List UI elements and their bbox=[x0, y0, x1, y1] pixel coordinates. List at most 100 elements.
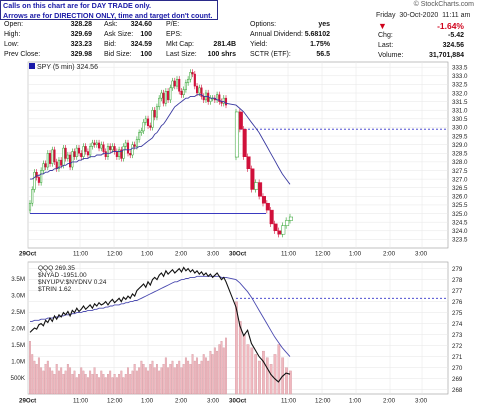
spy-candle-body bbox=[184, 82, 187, 90]
qqq-volume-axis: 500K 1.0M 1.5M 2.0M 2.5M 3.0M 3.5M bbox=[11, 276, 26, 382]
spy-legend: SPY (5 min) 324.56 bbox=[37, 64, 98, 71]
ask-size-value: 100 bbox=[140, 31, 152, 38]
qqq-volume-tick-label: 3.0M bbox=[11, 292, 25, 299]
open-value: 328.28 bbox=[70, 21, 92, 28]
qqq-volume-bar bbox=[133, 364, 136, 395]
qqq-x-tick-label: 1:00 bbox=[349, 398, 362, 405]
qqq-volume-bar bbox=[80, 367, 83, 395]
qqq-x-tick-label: 12:00 bbox=[107, 398, 123, 405]
spy-y-tick-label: 329.5 bbox=[452, 133, 468, 140]
qqq-y-tick-label: 270 bbox=[452, 365, 463, 372]
spy-candle-body bbox=[42, 163, 45, 171]
spy-candle-body bbox=[80, 153, 83, 157]
qqq-volume-bar bbox=[53, 374, 56, 395]
spy-candle-body bbox=[288, 216, 293, 221]
change-label: Chg: bbox=[378, 32, 393, 39]
qqq-volume-bar bbox=[29, 341, 31, 395]
spy-candle-body bbox=[57, 159, 61, 170]
qqq-volume-bar bbox=[158, 370, 161, 395]
qqq-volume-bar bbox=[222, 347, 225, 395]
qqq-x-axis: 29Oct 11:00 12:00 1:00 2:00 3:00 30Oct 11:00 12:… bbox=[19, 398, 428, 405]
spy-candle-body bbox=[246, 156, 251, 170]
spy-candle-body bbox=[35, 171, 38, 178]
spy-candle-body bbox=[124, 142, 127, 147]
spy-y-tick-label: 327.5 bbox=[452, 168, 468, 175]
qqq-volume-bar bbox=[124, 374, 127, 395]
spy-candle-body bbox=[265, 202, 270, 211]
last-size-value: 100 shrs bbox=[207, 51, 236, 58]
day-trade-notice: Calls on this chart are for DAY TRADE on… bbox=[0, 0, 218, 20]
spy-candle-body bbox=[113, 146, 116, 152]
spy-candle-body bbox=[131, 144, 134, 156]
spy-y-tick-label: 325.0 bbox=[452, 211, 468, 218]
spy-y-tick-label: 324.0 bbox=[452, 228, 468, 235]
spy-candle-body bbox=[62, 147, 65, 166]
qqq-volume-bar bbox=[44, 364, 47, 395]
spy-x-tick-label: 3:00 bbox=[415, 251, 428, 258]
spy-candle-body bbox=[37, 177, 40, 183]
spy-y-tick-label: 332.0 bbox=[452, 90, 468, 97]
spy-candle-body bbox=[180, 91, 183, 95]
qqq-volume-tick-label: 1.0M bbox=[11, 358, 25, 365]
bid-size-value: 100 bbox=[140, 51, 152, 58]
spy-candle-body bbox=[122, 146, 125, 159]
spy-candle-body bbox=[104, 151, 107, 157]
spy-x-tick-label: 12:00 bbox=[315, 251, 331, 258]
qqq-volume-bar bbox=[66, 364, 69, 395]
qqq-y-tick-label: 269 bbox=[452, 376, 463, 383]
spy-candle-body bbox=[195, 85, 199, 94]
qqq-volume-bar bbox=[176, 364, 178, 395]
qqq-volume-bar bbox=[200, 360, 203, 395]
spy-x-tick-label: 11:00 bbox=[281, 251, 297, 258]
annual-dividend-value: 5.68102 bbox=[304, 31, 330, 38]
spy-candle-body bbox=[209, 97, 212, 102]
qqq-legend-line-4: $TRIN 1.62 bbox=[38, 286, 72, 293]
options-label: Options: bbox=[250, 21, 277, 28]
bid-label: Bid: bbox=[104, 41, 117, 48]
qqq-y-tick-label: 279 bbox=[452, 266, 463, 273]
qqq-volume-bar bbox=[102, 374, 105, 395]
spy-y-tick-label: 330.0 bbox=[452, 125, 468, 132]
spy-candle-body bbox=[222, 97, 225, 104]
spy-candle-body bbox=[238, 111, 243, 130]
spy-candle-body bbox=[77, 147, 81, 154]
qqq-volume-bar bbox=[153, 367, 156, 395]
qqq-x-tick-label: 12:00 bbox=[315, 398, 331, 405]
spy-y-tick-label: 333.5 bbox=[452, 64, 468, 71]
spy-candle-body bbox=[73, 151, 76, 157]
bid-value: 324.59 bbox=[130, 41, 152, 48]
spy-candle-body bbox=[269, 209, 274, 225]
qqq-volume-bar bbox=[111, 377, 114, 395]
qqq-volume-bar bbox=[95, 374, 98, 395]
qqq-volume-bar bbox=[82, 370, 85, 395]
qqq-volume-bar bbox=[171, 360, 174, 395]
spy-x-tick-label: 1:00 bbox=[349, 251, 362, 258]
qqq-volume-bar bbox=[189, 364, 192, 395]
qqq-x-tick-label: 11:00 bbox=[73, 398, 89, 405]
spy-y-tick-label: 331.5 bbox=[452, 99, 468, 106]
qqq-volume-bar bbox=[196, 357, 198, 395]
qqq-volume-bar bbox=[118, 374, 121, 395]
spy-candle-body bbox=[193, 73, 196, 87]
qqq-volume-bar bbox=[182, 364, 185, 395]
qqq-y-axis: 268 269 270 271 272 273 274 275 276 277 278 279 bbox=[452, 266, 463, 394]
qqq-volume-bar bbox=[71, 374, 74, 395]
qqq-volume-bar bbox=[127, 367, 129, 395]
qqq-volume-bar bbox=[178, 360, 181, 395]
qqq-volume-bar bbox=[238, 321, 242, 395]
bid-size-label: Bid Size: bbox=[104, 51, 132, 58]
qqq-volume-bar bbox=[113, 374, 116, 395]
qqq-volume-bar bbox=[184, 357, 187, 395]
notice-line-1: Calls on this chart are for DAY TRADE on… bbox=[3, 1, 152, 10]
spy-candle-body bbox=[169, 87, 172, 101]
qqq-volume-bar bbox=[49, 367, 51, 395]
spy-candle-body bbox=[75, 147, 78, 157]
qqq-volume-bar bbox=[55, 364, 58, 395]
spy-candle-body bbox=[109, 146, 112, 151]
qqq-legend-line-3: $NYUPV:$NYDNV 0.24 bbox=[38, 279, 107, 286]
spy-candle-body bbox=[91, 142, 94, 147]
down-arrow-icon: ▼ bbox=[378, 21, 387, 31]
qqq-x-tick-label: 29Oct bbox=[19, 398, 36, 405]
